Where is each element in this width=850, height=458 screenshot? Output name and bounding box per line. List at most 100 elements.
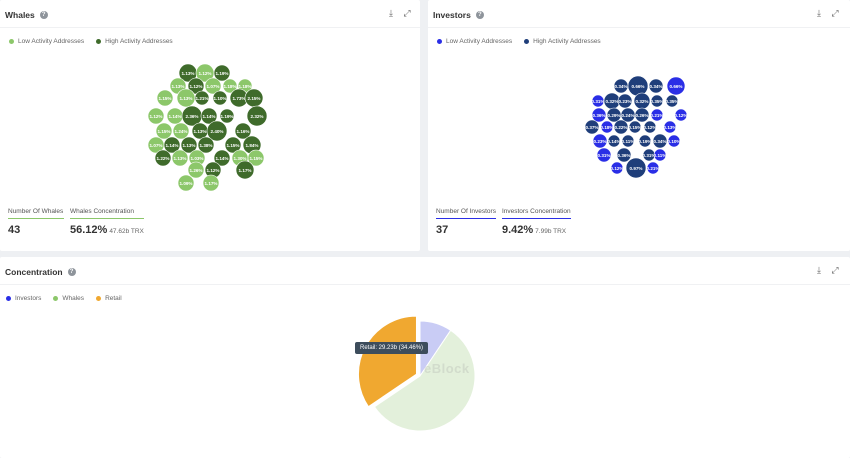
bubble-label: 1.38% <box>199 143 212 148</box>
bubble[interactable] <box>204 77 222 95</box>
bubble[interactable] <box>634 107 650 123</box>
concentration-title: Concentration <box>5 267 63 277</box>
bubble[interactable] <box>235 160 255 180</box>
bubble[interactable] <box>652 133 668 149</box>
bubble-label: 1.07% <box>149 143 162 148</box>
legend-dot-icon <box>9 39 14 44</box>
stat-value-main: 56.12% <box>70 224 108 236</box>
bubble[interactable] <box>177 174 195 192</box>
bubble[interactable] <box>197 136 215 154</box>
bubble[interactable] <box>224 136 242 154</box>
download-icon[interactable]: ⤓ <box>817 8 821 18</box>
pie-slice-whales[interactable] <box>373 329 476 432</box>
bubble[interactable] <box>156 89 174 107</box>
bubble-label: 1.12% <box>198 71 211 76</box>
bubble-label: 1.13% <box>179 96 192 101</box>
legend-high-activity[interactable]: High Activity Addresses <box>524 38 601 45</box>
bubble[interactable] <box>596 147 612 163</box>
bubble-label: 1.14% <box>165 143 178 148</box>
legend-low-activity[interactable]: Low Activity Addresses <box>437 38 512 45</box>
bubble[interactable] <box>154 149 172 167</box>
legend-high-activity[interactable]: High Activity Addresses <box>96 38 173 45</box>
bubble-label: 0.31% <box>591 99 604 104</box>
stat-label: Whales Concentration <box>70 208 144 219</box>
bubble[interactable] <box>648 78 664 94</box>
legend-investors[interactable]: Investors <box>6 295 41 302</box>
download-icon[interactable]: ⤓ <box>817 265 821 275</box>
bubble[interactable] <box>194 90 210 106</box>
bubble[interactable] <box>246 105 268 127</box>
bubble[interactable] <box>625 157 647 179</box>
bubble-label: 1.15% <box>158 96 171 101</box>
legend-retail[interactable]: Retail <box>96 295 122 302</box>
bubble[interactable] <box>653 148 667 162</box>
bubble[interactable] <box>616 147 632 163</box>
bubble-label: 1.19% <box>220 114 233 119</box>
help-icon[interactable]: ? <box>475 11 484 19</box>
bubble[interactable] <box>222 78 238 94</box>
bubble[interactable] <box>621 134 635 148</box>
bubble[interactable] <box>665 94 679 108</box>
bubble[interactable] <box>147 107 165 125</box>
bubble[interactable] <box>213 64 231 82</box>
legend-low-activity[interactable]: Low Activity Addresses <box>9 38 84 45</box>
stat-label: Number Of Whales <box>8 208 64 219</box>
bubble[interactable] <box>163 136 181 154</box>
bubble-label: 1.13% <box>171 84 184 89</box>
bubble[interactable] <box>667 134 681 148</box>
bubble[interactable] <box>663 120 677 134</box>
bubble[interactable] <box>212 90 228 106</box>
download-icon[interactable]: ⤓ <box>389 8 393 18</box>
bubble[interactable] <box>650 94 664 108</box>
header-divider <box>428 27 850 28</box>
bubble-label: 1.22% <box>156 156 169 161</box>
bubble[interactable] <box>628 120 642 134</box>
bubble[interactable] <box>171 149 189 167</box>
bubble[interactable] <box>666 76 686 96</box>
bubble-label: 1.19% <box>215 71 228 76</box>
bubble[interactable] <box>202 174 220 192</box>
bubble[interactable] <box>610 161 624 175</box>
bubble[interactable] <box>646 161 660 175</box>
help-icon[interactable]: ? <box>67 268 76 276</box>
bubble-label: 2.40% <box>210 129 223 134</box>
bubble[interactable] <box>592 133 608 149</box>
bubble-label: 1.13% <box>181 71 194 76</box>
bubble[interactable] <box>187 161 205 179</box>
bubble[interactable] <box>650 108 664 122</box>
bubble[interactable] <box>247 149 265 167</box>
bubble[interactable] <box>674 108 688 122</box>
legend-dot-icon <box>96 39 102 44</box>
bubble[interactable] <box>206 120 228 142</box>
bubble[interactable] <box>643 120 657 134</box>
bubble[interactable] <box>584 119 600 135</box>
bubble-label: 0.97% <box>629 166 642 171</box>
bubble[interactable] <box>234 122 252 140</box>
bubble[interactable] <box>180 136 198 154</box>
bubble[interactable] <box>613 119 629 135</box>
bubble[interactable] <box>155 122 173 140</box>
bubble[interactable] <box>638 134 652 148</box>
bubble[interactable] <box>617 93 633 109</box>
stat-value-sub: 47.62b TRX <box>109 228 144 235</box>
help-icon[interactable]: ? <box>39 11 48 19</box>
bubble-label: 1.15% <box>249 156 262 161</box>
bubble-label: 0.10% <box>667 139 680 144</box>
bubble[interactable] <box>172 122 190 140</box>
legend-whales[interactable]: Whales <box>53 295 84 302</box>
expand-icon[interactable]: ⤢ <box>831 8 839 18</box>
bubble[interactable] <box>219 108 235 124</box>
concentration-legend: Investors Whales Retail <box>6 295 122 302</box>
bubble[interactable] <box>213 149 231 167</box>
bubble[interactable] <box>607 134 621 148</box>
bubble[interactable] <box>200 107 218 125</box>
bubble[interactable] <box>591 107 607 123</box>
expand-icon[interactable]: ⤢ <box>831 265 839 275</box>
legend-dot-icon <box>437 39 442 44</box>
watermark: eBlock <box>424 361 470 376</box>
whales-header: Whales ? <box>5 8 48 22</box>
bubble[interactable] <box>600 120 614 134</box>
legend-label: High Activity Addresses <box>533 38 601 45</box>
expand-icon[interactable]: ⤢ <box>403 8 411 18</box>
legend-dot-icon <box>524 39 530 44</box>
